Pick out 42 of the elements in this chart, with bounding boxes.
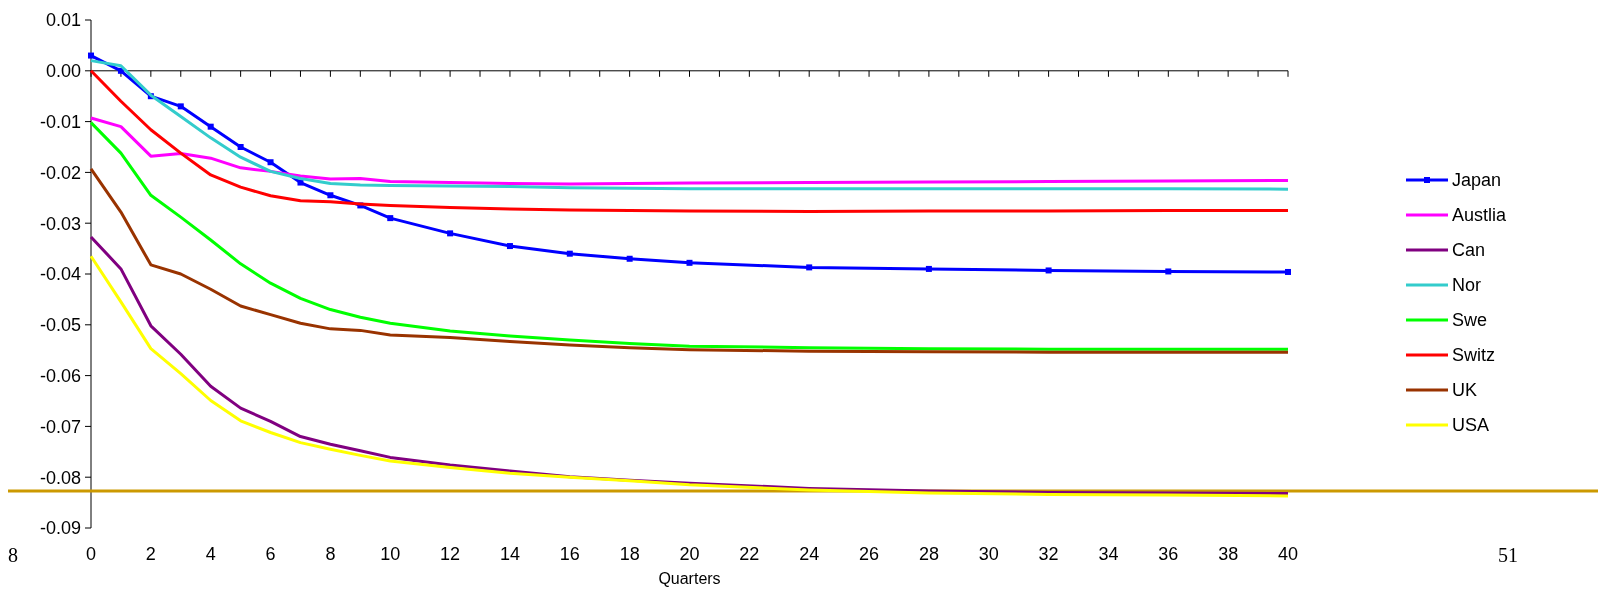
- text: 51: [1498, 544, 1518, 566]
- x-tick-label: 34: [1098, 544, 1119, 564]
- y-tick-label: -0.06: [39, 365, 81, 386]
- x-tick-label: 22: [739, 544, 760, 564]
- x-tick-label: 8: [325, 544, 336, 564]
- y-tick-label: 0.00: [45, 61, 81, 82]
- y-tick-label: -0.05: [39, 315, 81, 336]
- legend-label: UK: [1452, 380, 1478, 401]
- x-tick-label: 14: [499, 544, 520, 564]
- x-tick-label: 16: [559, 544, 580, 564]
- x-tick-label: 6: [265, 544, 276, 564]
- x-tick-label: 40: [1277, 544, 1299, 564]
- legend-label: Switz: [1452, 345, 1496, 366]
- x-tick-label: 12: [440, 544, 461, 564]
- x-tick-label: 30: [978, 544, 999, 564]
- legend-label: Can: [1452, 240, 1486, 261]
- x-axis-title: Quarters: [658, 570, 721, 587]
- legend-label: Austlia: [1452, 205, 1508, 226]
- x-tick-label: 32: [1038, 544, 1059, 564]
- legend-label: Nor: [1452, 275, 1482, 296]
- x-tick-label: 0: [85, 544, 97, 564]
- y-tick-label: -0.02: [39, 162, 81, 183]
- x-tick-label: 36: [1158, 544, 1179, 564]
- x-tick-label: 24: [799, 544, 820, 564]
- y-tick-label: -0.03: [39, 213, 81, 234]
- legend-label: Swe: [1452, 310, 1488, 331]
- y-tick-label: -0.09: [39, 518, 81, 539]
- x-tick-label: 26: [859, 544, 880, 564]
- y-tick-label: -0.04: [39, 264, 81, 285]
- y-tick-label: -0.01: [39, 111, 81, 132]
- legend-label: USA: [1452, 415, 1490, 436]
- y-tick-label: 0.01: [45, 10, 81, 31]
- x-tick-label: 2: [145, 544, 156, 564]
- legend-label: Japan: [1452, 170, 1502, 191]
- x-tick-label: 4: [205, 544, 216, 564]
- x-tick-label: 18: [619, 544, 640, 564]
- x-tick-label: 28: [918, 544, 939, 564]
- y-tick-label: -0.08: [39, 467, 81, 488]
- x-tick-label: 20: [679, 544, 700, 564]
- x-tick-label: 10: [380, 544, 401, 564]
- y-tick-label: -0.07: [39, 416, 81, 437]
- x-tick-label: 38: [1218, 544, 1239, 564]
